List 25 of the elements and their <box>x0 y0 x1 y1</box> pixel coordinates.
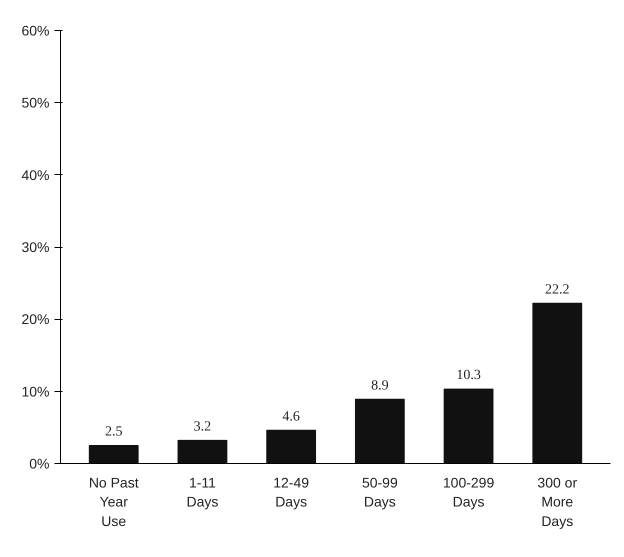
bar <box>88 444 139 464</box>
x-tick-label: 12-49 Days <box>273 474 310 510</box>
x-tick-label: 1-11 Days <box>186 474 218 510</box>
data-label: 22.2 <box>545 282 570 298</box>
data-label: 3.2 <box>194 419 212 434</box>
y-tick-label: 0% <box>29 456 50 472</box>
bar <box>444 388 494 464</box>
x-tick-label: No Past Year Use <box>88 474 139 529</box>
data-label: 2.5 <box>104 424 122 440</box>
bar <box>178 440 228 464</box>
y-tick-label: 40% <box>21 166 50 183</box>
y-tick-label: 50% <box>21 94 50 111</box>
y-tick-label: 20% <box>21 311 50 328</box>
x-tick-label: 300 or More Days <box>537 474 578 529</box>
y-tick-label: 60% <box>21 22 50 38</box>
bar <box>266 430 316 464</box>
y-tick-label: 10% <box>21 383 50 400</box>
x-tick-label: 50-99 Days <box>362 474 398 510</box>
y-tick-label: 30% <box>21 239 50 255</box>
data-label: 8.9 <box>371 378 389 394</box>
data-label: 4.6 <box>282 409 300 424</box>
bar <box>532 302 582 464</box>
x-tick-label: 100-299 Days <box>442 474 494 510</box>
data-label: 10.3 <box>456 368 481 384</box>
bar <box>354 398 405 464</box>
